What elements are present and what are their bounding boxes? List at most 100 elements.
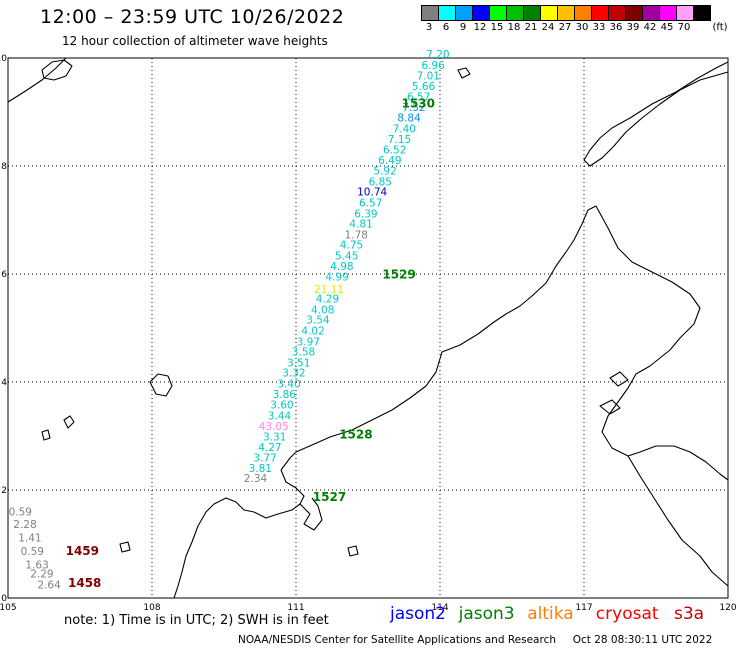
- wave-height-value: 1.41: [18, 532, 41, 544]
- wave-height-value: 2.34: [244, 473, 268, 485]
- credit-line: NOAA/NESDIS Center for Satellite Applica…: [238, 634, 712, 646]
- legend-swatch: [490, 5, 507, 21]
- footnote: note: 1) Time is in UTC; 2) SWH is in fe…: [64, 613, 329, 628]
- wave-height-value: 10.74: [357, 187, 387, 199]
- wave-height-value: 6.57: [359, 198, 382, 210]
- wave-height-value: 7.40: [393, 124, 416, 136]
- satellite-s3a: s3a: [674, 604, 705, 624]
- wave-height-value: 3.58: [292, 347, 315, 359]
- legend-swatch: [456, 5, 473, 21]
- legend-label: 21: [524, 22, 538, 33]
- wave-height-value: 3.54: [306, 315, 330, 327]
- palawan-coast: [583, 61, 729, 167]
- legend-swatch: [694, 5, 711, 21]
- wave-height-value: 2.28: [13, 519, 36, 531]
- wave-height-value: 3.77: [253, 452, 276, 464]
- legend-swatch: [643, 5, 660, 21]
- wave-height-value: 5.66: [412, 81, 436, 93]
- wave-height-value: 4.75: [340, 240, 363, 252]
- legend-label: 30: [575, 22, 589, 33]
- lon-tick-label: 114: [431, 603, 448, 613]
- satellite-altika: altika: [527, 604, 574, 624]
- pass-time-label: 1527: [313, 490, 346, 504]
- wave-height-value: 7.15: [388, 134, 411, 146]
- wave-height-value: 3.60: [270, 399, 293, 411]
- wave-height-value: 3.51: [287, 357, 310, 369]
- wave-height-value: 3.81: [249, 463, 272, 475]
- wave-height-value: 21.11: [314, 284, 344, 296]
- legend-label: 18: [507, 22, 521, 33]
- map-frame: [7, 57, 729, 599]
- lon-tick-label: 105: [0, 603, 17, 613]
- wave-height-value: 5.92: [373, 166, 396, 178]
- lat-tick-label: 2: [1, 486, 7, 496]
- page-subtitle: 12 hour collection of altimeter wave hei…: [62, 34, 328, 48]
- natuna-island: [149, 373, 173, 397]
- wave-height-value: 4.02: [301, 325, 324, 337]
- wave-height-value: 3.31: [263, 431, 286, 443]
- page-title: 12:00 – 23:59 UTC 10/26/2022: [40, 6, 345, 28]
- wave-height-value: 4.29: [316, 294, 339, 306]
- wave-height-value: 6.57: [407, 92, 430, 104]
- wave-height-value: 1.63: [25, 559, 48, 571]
- credit-text: NOAA/NESDIS Center for Satellite Applica…: [238, 634, 556, 646]
- wave-height-value: 0.59: [9, 506, 32, 518]
- satellite-jason3: jason3: [458, 604, 515, 624]
- pass-time-label: 1458: [68, 576, 101, 590]
- wave-height-value: 6.85: [369, 176, 392, 188]
- wave-height-value: 0.59: [21, 546, 44, 558]
- legend-label: 9: [459, 22, 467, 33]
- wave-height-value: 3.97: [297, 336, 320, 348]
- pass-time-label: 1528: [339, 428, 372, 442]
- wave-height-value: 3.40: [277, 378, 300, 390]
- wave-height-value: 4.27: [258, 442, 281, 454]
- lon-tick-label: 117: [575, 603, 592, 613]
- legend-swatch: [609, 5, 626, 21]
- legend-label: 33: [592, 22, 606, 33]
- lat-tick-label: 6: [1, 270, 7, 280]
- legend-swatch: [677, 5, 694, 21]
- spratly-islet: [457, 67, 471, 79]
- sulu-coast: [627, 445, 729, 481]
- legend-label: 42: [643, 22, 657, 33]
- legend-label: 6: [442, 22, 450, 33]
- legend-unit: (ft): [712, 22, 728, 33]
- lon-tick-label: 111: [287, 603, 304, 613]
- legend-label: 15: [490, 22, 504, 33]
- wave-height-value: 43.05: [259, 421, 289, 433]
- color-legend: [421, 5, 711, 21]
- borneo-bay: [299, 497, 323, 531]
- wave-height-value: 7.01: [417, 71, 440, 83]
- lon-tick-label: 108: [143, 603, 160, 613]
- mekong-islet: [41, 59, 73, 81]
- wave-height-value: 4.08: [311, 304, 334, 316]
- legend-label: 39: [626, 22, 640, 33]
- wave-height-value: 6.96: [421, 60, 445, 72]
- vietnam-coast: [7, 57, 67, 103]
- legend-label: 24: [541, 22, 555, 33]
- legend-swatch: [660, 5, 677, 21]
- legend-label: 36: [609, 22, 623, 33]
- wave-height-value: 1.78: [345, 229, 368, 241]
- wave-height-value: 6.52: [383, 145, 406, 157]
- small-islet-2: [119, 541, 131, 553]
- legend-label: 27: [558, 22, 572, 33]
- legend-swatch: [439, 5, 456, 21]
- pass-time-label: 1459: [66, 544, 99, 558]
- lat-tick-label: 4: [1, 378, 7, 388]
- wave-height-value: 5.45: [335, 250, 358, 262]
- lat-tick-label: 0: [1, 594, 7, 604]
- satellite-cryosat: cryosat: [595, 604, 659, 624]
- legend-swatch: [626, 5, 643, 21]
- legend-label: 12: [473, 22, 487, 33]
- wave-height-value: 3.44: [268, 410, 292, 422]
- wave-height-value: 7.20: [426, 49, 449, 61]
- legend-swatch: [592, 5, 609, 21]
- wave-height-value: 7.52: [402, 102, 425, 114]
- wave-height-value: 3.32: [282, 368, 305, 380]
- satellite-jason2: jason2: [390, 604, 446, 624]
- generated-time: Oct 28 08:30:11 UTC 2022: [572, 634, 713, 646]
- sabah-islet-2: [609, 371, 629, 387]
- wave-height-value: 2.64: [37, 579, 61, 591]
